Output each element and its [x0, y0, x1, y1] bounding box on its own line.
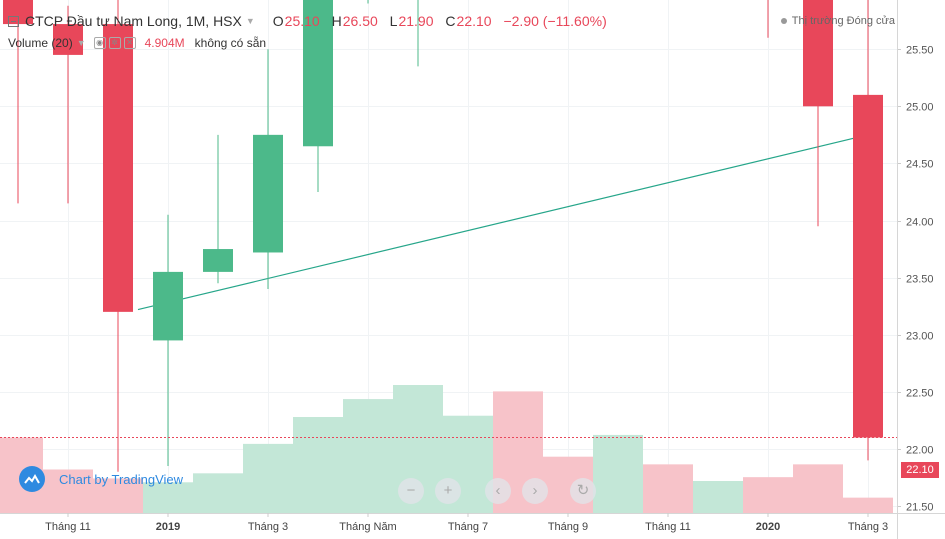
symbol-title[interactable]: CTCP Đầu tư Nam Long, 1M, HSX [25, 13, 242, 29]
time-tick-label: Tháng 3 [248, 521, 288, 533]
time-tick-label: Tháng 11 [45, 521, 91, 533]
zoom-out-button[interactable]: − [398, 478, 424, 504]
volume-bar [643, 464, 693, 513]
volume-bar [293, 417, 343, 513]
time-tick-label: Tháng 9 [548, 521, 588, 533]
price-tick-label: 24.50 [906, 159, 934, 171]
volume-bar [793, 464, 843, 513]
price-axis[interactable]: 21.50 22.00 22.50 23.00 23.50 24.00 24.50 25.00… [897, 0, 934, 539]
candle-body [203, 249, 233, 272]
price-tick-label: 22.50 [906, 388, 934, 400]
last-price-tag: 22.10 [901, 462, 939, 478]
trend-lines[interactable] [137, 0, 869, 311]
candle-body [803, 0, 833, 107]
volume-label[interactable]: Volume (20) [8, 36, 73, 50]
candle-body [53, 24, 83, 55]
time-tick-label: 2020 [756, 521, 780, 533]
time-tick-label: Tháng Năm [339, 521, 396, 533]
volume-bar [143, 482, 193, 513]
candle-body [253, 134, 283, 253]
candle-body [153, 271, 183, 341]
high-key: H [331, 13, 342, 29]
time-tick-label: Tháng 3 [848, 521, 888, 533]
branding-text: Chart by TradingView [59, 471, 184, 487]
volume-bar [693, 481, 743, 513]
price-tick-label: 22.00 [906, 445, 934, 457]
market-status-text: Thị trường Đóng cửa [791, 15, 895, 27]
price-tick-label: 21.50 [906, 502, 934, 514]
high-value: 26.50 [342, 13, 378, 29]
status-dot-icon [780, 18, 787, 25]
zoom-in-button[interactable]: + [435, 478, 461, 504]
trend-line[interactable] [137, 134, 869, 311]
time-tick-label: 2019 [156, 521, 180, 533]
price-tick-label: 25.50 [906, 45, 934, 57]
open-value: 25.10 [284, 13, 320, 29]
symbol-legend: CTCP Đầu tư Nam Long, 1M, HSX ▼ O25.10 H… [8, 13, 615, 29]
reset-chart-button[interactable]: ↻ [570, 478, 596, 504]
collapse-icon[interactable] [8, 15, 19, 27]
price-tick-label: 24.00 [906, 217, 934, 229]
market-status: Thị trường Đóng cửa [780, 15, 895, 27]
chevron-down-icon[interactable]: ▼ [245, 16, 255, 26]
volume-legend: Volume (20) ▼ ◉ ✲ ✕ 4.904M không có sẵn [8, 36, 266, 50]
tradingview-cloud-icon [19, 466, 45, 492]
volume-unavailable: không có sẵn [194, 36, 267, 50]
volume-bars [0, 385, 893, 513]
volume-bar [843, 497, 893, 513]
volume-bar [743, 477, 793, 513]
change-value: −2.90 (−11.60%) [503, 13, 607, 29]
volume-value: 4.904M [144, 36, 185, 50]
scroll-left-button[interactable]: ‹ [485, 478, 511, 504]
candles [3, 0, 883, 472]
ohlc-values: O25.10 H26.50 L21.90 C22.10 −2.90 (−11.6… [273, 13, 615, 29]
volume-bar [243, 443, 293, 513]
time-tick-label: Tháng 11 [645, 521, 691, 533]
close-key: C [445, 13, 456, 29]
candle-body [303, 0, 333, 147]
volume-bar [43, 469, 93, 513]
eye-icon[interactable]: ◉ [93, 37, 106, 49]
open-key: O [272, 13, 284, 29]
close-icon[interactable]: ✕ [123, 37, 136, 49]
time-axis[interactable]: Tháng 11 2019 Tháng 3 Tháng Năm Tháng 7 Tháng… [0, 513, 945, 533]
low-value: 21.90 [398, 13, 434, 29]
price-tick-label: 23.00 [906, 331, 934, 343]
chevron-down-icon[interactable]: ▼ [76, 38, 86, 48]
time-tick-label: Tháng 7 [448, 521, 488, 533]
gear-icon[interactable]: ✲ [108, 37, 121, 49]
price-tick-label: 23.50 [906, 274, 934, 286]
candle-body [853, 94, 883, 438]
low-key: L [389, 13, 398, 29]
price-tick-label: 25.00 [906, 102, 934, 114]
scroll-right-button[interactable]: › [522, 478, 548, 504]
volume-bar [193, 473, 243, 513]
tradingview-branding[interactable]: Chart by TradingView [19, 466, 183, 492]
candle-body [103, 24, 133, 312]
volume-bar [93, 478, 143, 513]
volume-bar [343, 399, 393, 513]
volume-bar [593, 434, 643, 513]
close-value: 22.10 [456, 13, 492, 29]
